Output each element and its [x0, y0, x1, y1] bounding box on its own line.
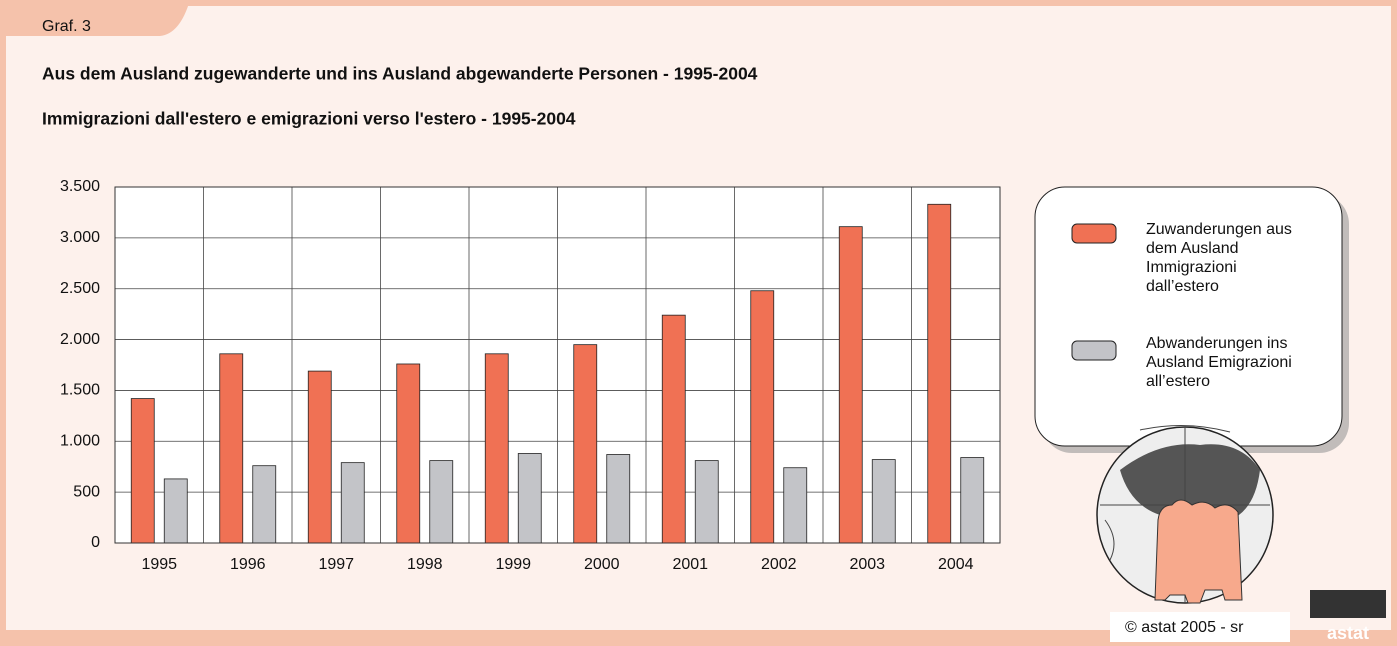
bar [661, 314, 686, 544]
y-tick-label: 3.500 [60, 178, 100, 195]
x-tick-label: 2003 [849, 556, 885, 573]
x-tick-label: 1997 [318, 556, 354, 573]
bar [219, 353, 244, 544]
x-tick-label: 2004 [938, 556, 974, 573]
credit: © astat 2005 - sr [1125, 619, 1244, 636]
chart-title: Aus dem Ausland zugewanderte und ins Aus… [42, 64, 758, 84]
x-tick-label: 2002 [761, 556, 797, 573]
bar [783, 467, 808, 544]
bar [960, 457, 985, 544]
bar [252, 465, 277, 544]
credit-box [1110, 612, 1290, 642]
y-tick-label: 0 [91, 534, 100, 551]
chart-subtitle: Immigrazioni dall'estero e emigrazioni v… [42, 109, 576, 129]
bar [517, 453, 542, 544]
legend-swatch [1071, 223, 1117, 244]
legend-swatch [1071, 340, 1117, 361]
bar [871, 459, 896, 544]
astat-logo-mark [1310, 590, 1386, 618]
x-tick-label: 2000 [584, 556, 620, 573]
globe-illustration [1096, 425, 1274, 604]
bar [927, 203, 952, 544]
tab-label: Graf. 3 [42, 18, 91, 35]
tab [0, 0, 190, 36]
bar [573, 344, 598, 544]
bar [484, 353, 509, 544]
bar [694, 460, 719, 544]
y-tick-label: 3.000 [60, 229, 100, 246]
bar [130, 398, 155, 544]
legend-label: Abwanderungen ins Ausland Emigrazioni al… [1146, 335, 1292, 390]
bar [750, 290, 775, 544]
logo: astat [1327, 623, 1369, 643]
y-tick-label: 2.000 [60, 331, 100, 348]
bar [307, 370, 332, 544]
x-tick-label: 1999 [495, 556, 531, 573]
bar [396, 363, 421, 544]
bar [838, 226, 863, 544]
plot-border [114, 186, 1001, 544]
bar [163, 478, 188, 544]
y-tick-label: 1.500 [60, 382, 100, 399]
legend-label: Zuwanderungen aus dem Ausland Immigrazio… [1146, 221, 1292, 295]
y-tick-label: 500 [73, 483, 100, 500]
x-tick-label: 1996 [230, 556, 266, 573]
bar [340, 462, 365, 544]
x-tick-label: 1995 [141, 556, 177, 573]
x-tick-label: 1998 [407, 556, 443, 573]
y-tick-label: 1.000 [60, 433, 100, 450]
x-tick-label: 2001 [672, 556, 708, 573]
bar [606, 454, 631, 544]
y-tick-label: 2.500 [60, 280, 100, 297]
bar [429, 460, 454, 544]
